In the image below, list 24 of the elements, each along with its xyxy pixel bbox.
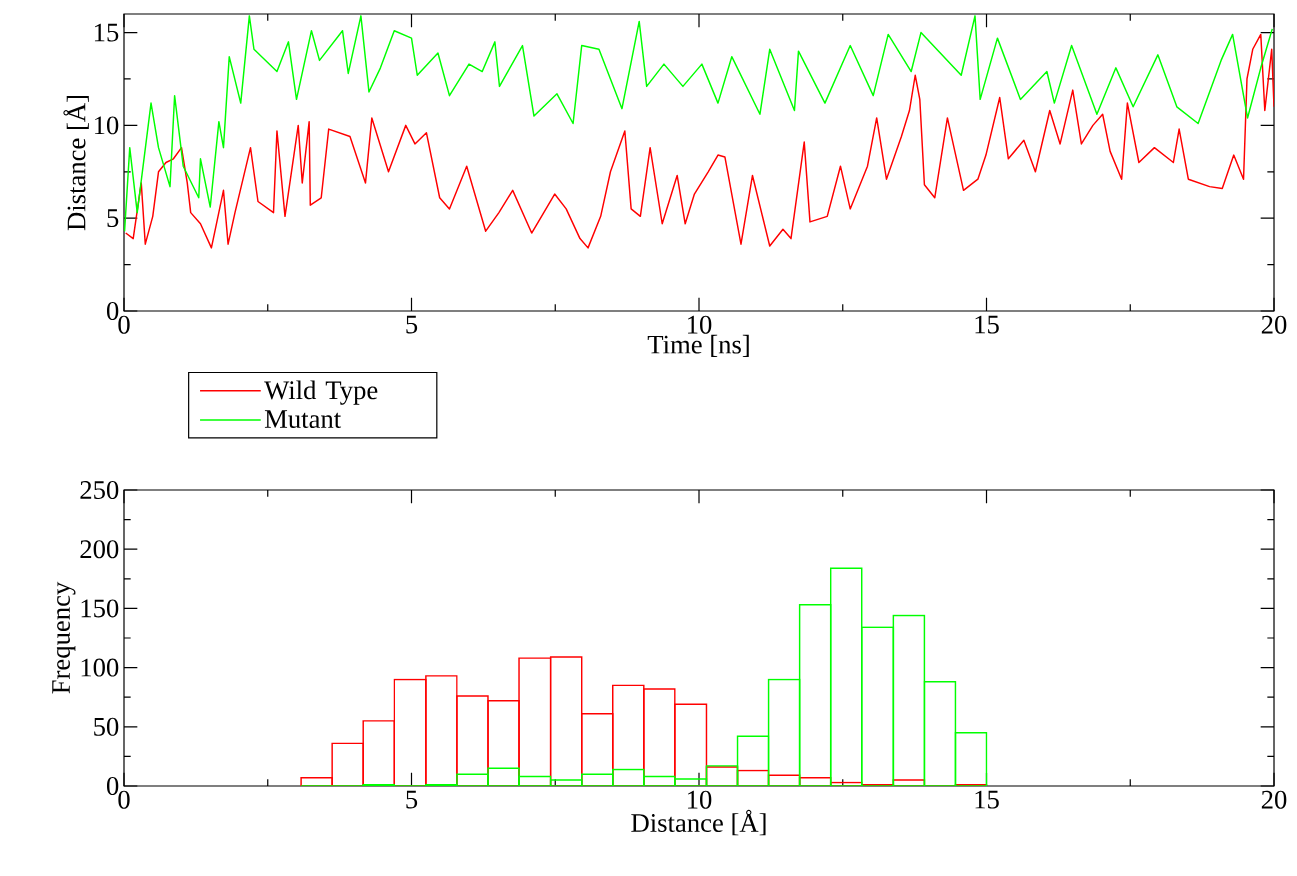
y-tick-label: 0 bbox=[106, 302, 119, 320]
y-tick-label: 200 bbox=[80, 540, 119, 559]
x-tick-label: 15 bbox=[975, 790, 999, 809]
y-tick-label: 15 bbox=[94, 23, 119, 42]
y-tick-label: 5 bbox=[107, 209, 119, 228]
x-tick-label: 10 bbox=[688, 315, 712, 334]
x-axis-title: Distance [Å] bbox=[631, 809, 766, 836]
y-tick-label: 150 bbox=[81, 599, 119, 618]
y-tick-label: 10 bbox=[94, 116, 119, 135]
legend-label: Mutant bbox=[264, 410, 342, 429]
legend-label: Wild Type bbox=[264, 380, 378, 405]
y-tick-label: 100 bbox=[81, 658, 119, 677]
y-axis-title: Distance [Å] bbox=[63, 96, 89, 231]
x-axis-title: Time [ns] bbox=[647, 334, 749, 357]
x-tick-label: 15 bbox=[975, 315, 999, 334]
x-tick-label: 10 bbox=[688, 790, 712, 809]
y-tick-label: 0 bbox=[106, 777, 119, 795]
y-tick-label: 250 bbox=[80, 481, 119, 499]
x-tick-label: 5 bbox=[406, 315, 418, 334]
x-tick-label: 20 bbox=[1261, 790, 1287, 809]
x-tick-label: 20 bbox=[1261, 315, 1287, 334]
y-tick-label: 50 bbox=[94, 717, 119, 736]
x-tick-label: 5 bbox=[406, 790, 418, 809]
y-axis-title: Frequency bbox=[52, 581, 76, 694]
